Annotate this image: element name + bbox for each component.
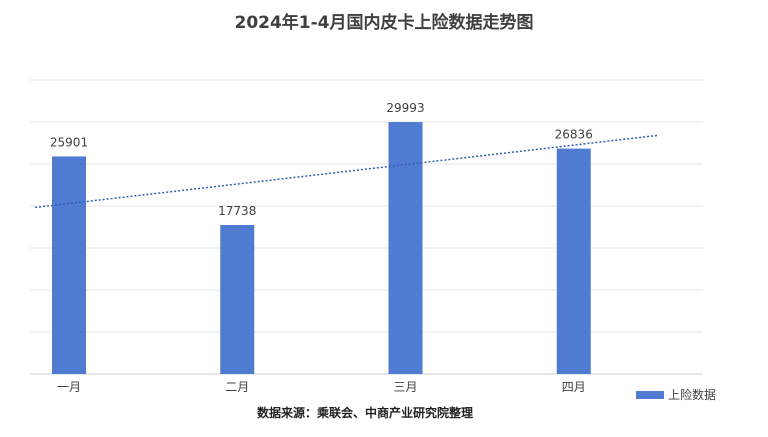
data-label: 29993 — [386, 101, 424, 115]
bars — [52, 122, 591, 374]
data-label: 26836 — [555, 128, 593, 142]
data-labels: 25901 17738 29993 26836 — [50, 101, 593, 218]
source-note: 数据来源：乘联会、中商产业研究院整理 — [256, 406, 473, 420]
legend: 上险数据 — [636, 386, 716, 403]
bar — [388, 122, 423, 374]
data-label: 17738 — [218, 204, 256, 218]
legend-swatch — [636, 390, 664, 399]
bar — [52, 156, 86, 374]
x-tick-label: 二月 — [225, 380, 249, 394]
gridlines — [30, 79, 703, 375]
bar — [556, 148, 591, 374]
data-label: 25901 — [50, 135, 88, 149]
trendline — [35, 134, 658, 209]
x-tick-label: 一月 — [57, 380, 81, 394]
x-tick-label: 三月 — [393, 380, 417, 394]
x-tick-labels: 一月 二月 三月 四月 — [57, 380, 586, 394]
legend-label: 上险数据 — [668, 388, 717, 402]
chart-title: 2024年1-4月国内皮卡上险数据走势图 — [234, 13, 534, 33]
trendline — [35, 134, 658, 209]
bar — [220, 225, 255, 374]
x-tick-label: 四月 — [562, 380, 586, 394]
